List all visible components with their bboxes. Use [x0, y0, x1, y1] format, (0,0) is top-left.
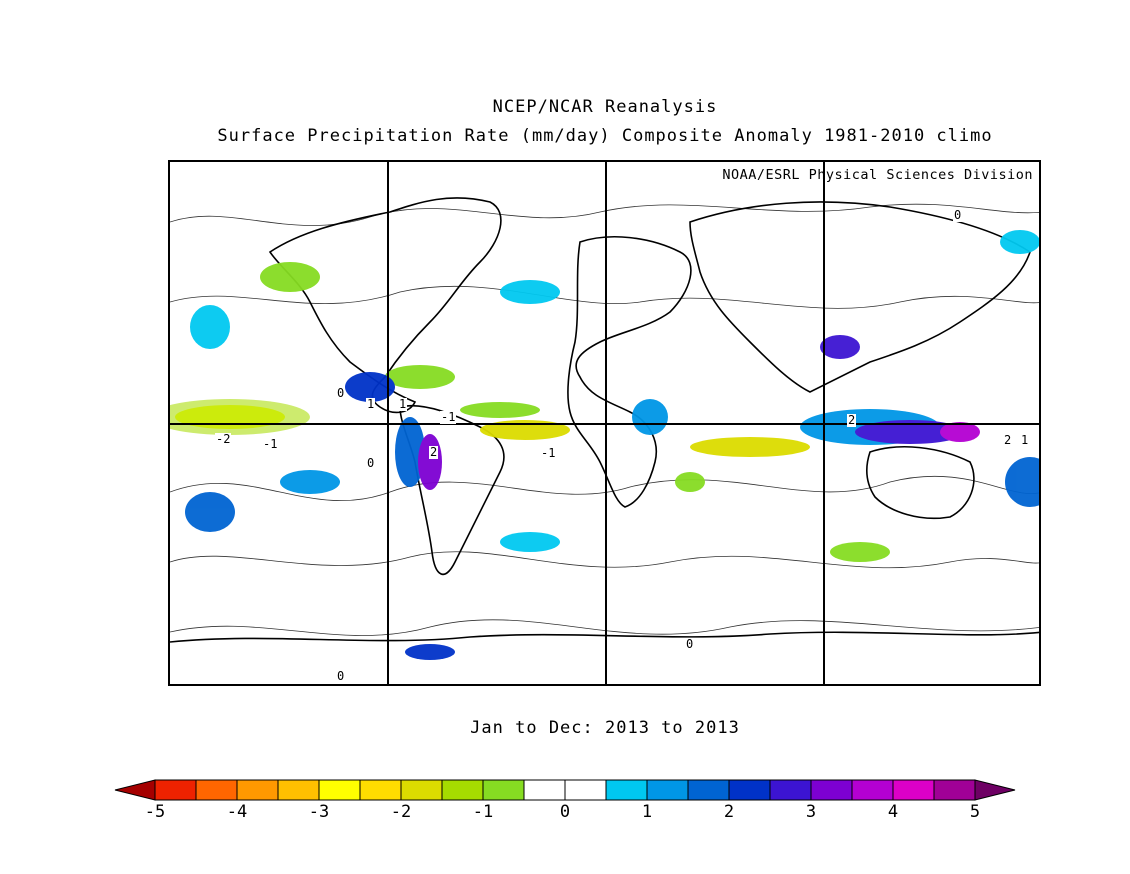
colorbar-swatch [769, 779, 812, 801]
contour-label: 2 [1003, 433, 1013, 447]
colorbar-swatch [359, 779, 402, 801]
color-scale-bar [114, 779, 1016, 801]
contour-label: 0 [336, 669, 346, 683]
colorbar-tick-label: -4 [226, 802, 248, 822]
chart-title: NCEP/NCAR Reanalysis [492, 97, 718, 117]
colorbar-tick-label: 5 [969, 802, 981, 822]
colorbar-swatch [318, 779, 361, 801]
colorbar-swatch [441, 779, 484, 801]
colorbar-upper-extend [974, 779, 1016, 801]
colorbar-swatch [810, 779, 853, 801]
contour-label: 2 [429, 445, 439, 459]
contour-label: 1 [366, 397, 376, 411]
contour-label: 0 [685, 637, 695, 651]
colorbar-swatch [482, 779, 525, 801]
colorbar-swatch [892, 779, 935, 801]
date-range-label: Jan to Dec: 2013 to 2013 [470, 718, 740, 738]
colorbar-tick-label: 2 [723, 802, 735, 822]
zero-contours [170, 203, 1039, 636]
colorbar-tick-label: 3 [805, 802, 817, 822]
colorbar-swatch [523, 779, 566, 801]
grid-lines [170, 162, 1039, 684]
contour-label: 0 [336, 386, 346, 400]
colorbar-swatch [400, 779, 443, 801]
map-panel: NOAA/ESRL Physical Sciences Division 1 1… [168, 160, 1041, 686]
chart-subtitle: Surface Precipitation Rate (mm/day) Comp… [217, 126, 993, 146]
precipitation-map [170, 162, 1039, 684]
contour-label: -1 [262, 437, 279, 451]
colorbar-swatch [195, 779, 238, 801]
colorbar-tick-label: -2 [390, 802, 412, 822]
colorbar-swatch [687, 779, 730, 801]
data-source-credit: NOAA/ESRL Physical Sciences Division [722, 167, 1033, 183]
colorbar-tick-label: -5 [144, 802, 166, 822]
colorbar-tick-label: 1 [641, 802, 653, 822]
contour-label: 1 [1020, 433, 1030, 447]
colorbar-swatch [728, 779, 771, 801]
colorbar-tick-label: -3 [308, 802, 330, 822]
colorbar-swatch [646, 779, 689, 801]
contour-label: -1 [540, 446, 557, 460]
colorbar-tick-label: -1 [472, 802, 494, 822]
contour-label: 0 [366, 456, 376, 470]
colorbar-tick-label: 0 [559, 802, 571, 822]
colorbar-swatch [605, 779, 648, 801]
colorbar-swatch [933, 779, 976, 801]
coastlines [170, 197, 1039, 643]
contour-label: -1 [440, 410, 457, 424]
contour-label: 2 [847, 413, 857, 427]
colorbar-swatch [154, 779, 197, 801]
contour-label: -2 [215, 432, 232, 446]
colorbar-tick-label: 4 [887, 802, 899, 822]
colorbar-swatch [564, 779, 607, 801]
colorbar-swatch [236, 779, 279, 801]
colorbar-swatch [277, 779, 320, 801]
colorbar-swatch [851, 779, 894, 801]
contour-label: 1 [398, 397, 408, 411]
contour-label: 0 [953, 208, 963, 222]
colorbar-lower-extend [114, 779, 156, 801]
